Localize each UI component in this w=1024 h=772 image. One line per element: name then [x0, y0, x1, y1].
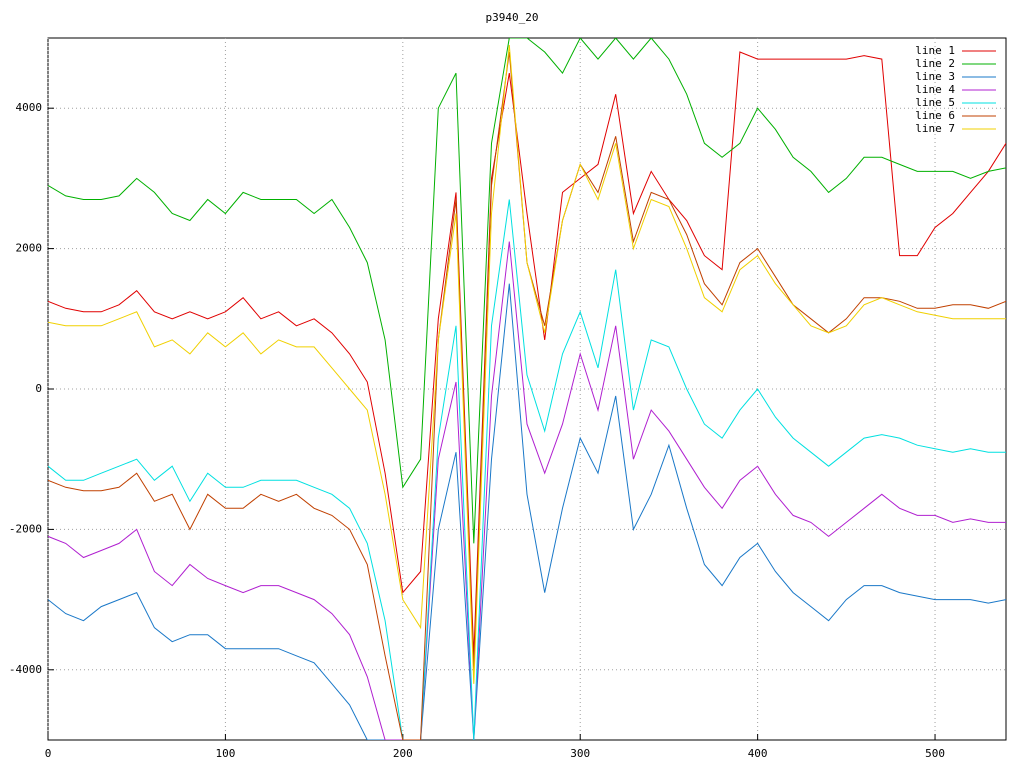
legend-label: line 5 — [915, 96, 955, 109]
x-tick-label: 0 — [45, 747, 52, 760]
x-tick-label: 300 — [570, 747, 590, 760]
legend-label: line 6 — [915, 109, 955, 122]
legend-label: line 4 — [915, 83, 955, 96]
data-line — [48, 283, 1006, 740]
y-tick-label: -2000 — [9, 522, 42, 535]
legend-label: line 3 — [915, 70, 955, 83]
y-tick-label: 0 — [35, 382, 42, 395]
legend-label: line 1 — [915, 44, 955, 57]
data-line — [48, 38, 1006, 544]
y-tick-label: 2000 — [16, 242, 43, 255]
legend-label: line 2 — [915, 57, 955, 70]
data-line — [48, 51, 1006, 656]
x-tick-label: 400 — [748, 747, 768, 760]
plot-lines — [48, 38, 1006, 740]
y-tick-label: -4000 — [9, 663, 42, 676]
data-line — [48, 51, 1006, 740]
data-line — [48, 199, 1006, 740]
data-line — [48, 241, 1006, 740]
x-tick-label: 100 — [215, 747, 235, 760]
x-tick-label: 500 — [925, 747, 945, 760]
legend-label: line 7 — [915, 122, 955, 135]
chart-title: p3940_20 — [486, 11, 539, 24]
data-line — [48, 44, 1006, 684]
x-tick-label: 200 — [393, 747, 413, 760]
y-tick-label: 4000 — [16, 101, 43, 114]
